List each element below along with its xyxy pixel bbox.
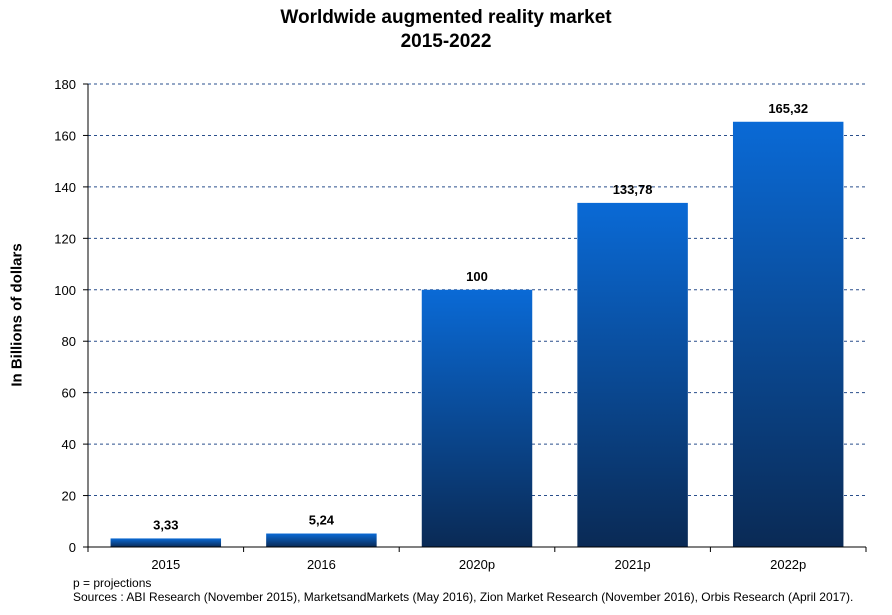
sources-note: Sources : ABI Research (November 2015), … [73,590,854,604]
data-label: 5,24 [309,513,335,528]
data-label: 100 [466,269,488,284]
y-tick-label: 120 [54,231,76,246]
data-label: 165,32 [768,101,808,116]
projection-note: p = projections [73,576,152,590]
chart-title: Worldwide augmented reality market [280,7,612,28]
data-label: 3,33 [153,517,178,532]
chart-notes: p = projections Sources : ABI Research (… [73,576,853,604]
y-tick-label: 20 [62,489,76,504]
data-label: 133,78 [613,182,653,197]
y-tick-label: 160 [54,128,76,143]
labels: 0 20 40 60 80 100 120 140 160 180 3,33 2015 5,24 2016… [54,77,808,572]
y-tick-label: 100 [54,283,76,298]
chart-subtitle: 2015-2022 [400,31,492,52]
bar [732,121,844,547]
x-tick-label: 2021p [615,557,651,572]
chart-title-block: Worldwide augmented reality market 2015-… [0,6,892,54]
axes [83,83,867,552]
y-tick-label: 180 [54,77,76,92]
x-tick-label: 2015 [151,557,180,572]
bar [266,533,377,547]
x-tick-label: 2020p [459,557,495,572]
y-tick-label: 40 [62,437,76,452]
bar [110,538,222,547]
bars [110,121,844,547]
bar [421,289,533,547]
y-tick-label: 80 [62,334,76,349]
bar [577,202,688,547]
x-tick-label: 2016 [307,557,336,572]
y-tick-label: 140 [54,180,76,195]
y-tick-label: 60 [62,386,76,401]
y-tick-label: 0 [69,540,76,555]
x-tick-label: 2022p [770,557,806,572]
